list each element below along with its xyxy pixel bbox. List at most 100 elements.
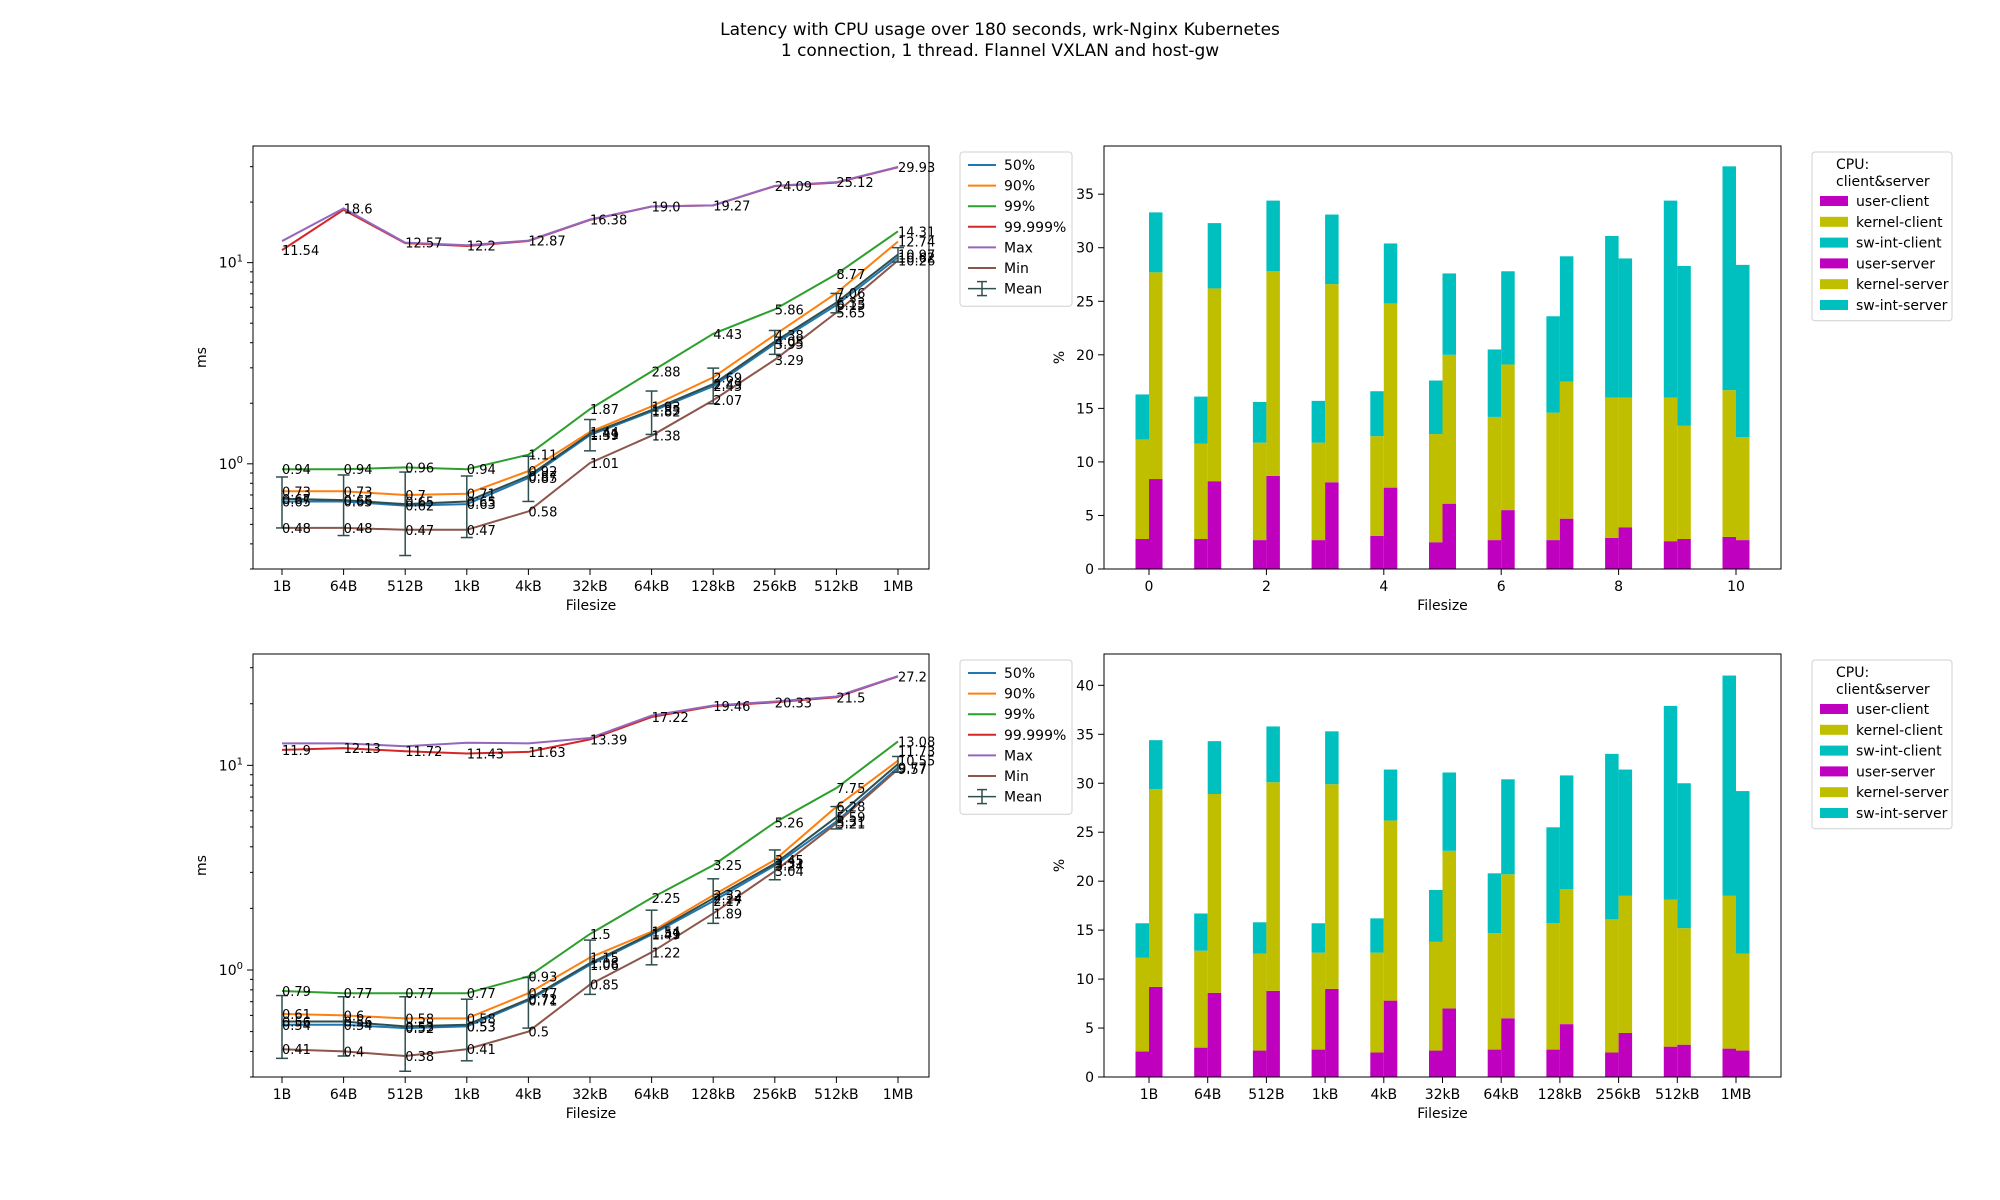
bar-sw-int-client (1605, 235, 1619, 398)
data-label: 0.53 (467, 1020, 496, 1035)
bar-kernel-server (1207, 288, 1222, 482)
bar-kernel-client (1722, 390, 1736, 537)
data-label: 2.17 (713, 895, 742, 910)
data-label: 7.75 (836, 782, 865, 797)
bar-kernel-client (1663, 397, 1678, 542)
data-label: 0.58 (528, 505, 557, 520)
x-tick-label: 512kB (814, 1087, 858, 1103)
cpu-panel-top-right: 0 5 10 15 20 25 30 35 0 2 4 6 8 10 Filesize% CPU:client… (1052, 145, 1953, 614)
bar-sw-int-client (1605, 753, 1619, 920)
data-label: 19.46 (713, 700, 750, 715)
data-label: 1.08 (590, 957, 619, 972)
bar-sw-int-client (1546, 827, 1560, 924)
x-tick-label: 512B (387, 579, 423, 595)
legend-box (1811, 659, 1953, 830)
legend-swatch (1820, 808, 1848, 818)
x-tick-label: 4kB (515, 1087, 542, 1103)
y-tick-label: 100 (219, 455, 243, 473)
data-label: 1.87 (590, 403, 619, 418)
data-label: 0.93 (528, 970, 557, 985)
bar-kernel-client (1429, 434, 1443, 543)
bar-user-client (1605, 537, 1619, 569)
bar-user-server (1736, 540, 1750, 569)
x-tick-label: 1kB (453, 579, 480, 595)
data-label: 0.77 (467, 987, 496, 1002)
legend-label: kernel-server (1856, 277, 1949, 293)
data-label: 1.49 (652, 929, 681, 944)
x-tick-label: 512kB (1655, 1087, 1699, 1103)
bar-kernel-client (1311, 952, 1326, 1050)
bar-sw-int-server (1149, 212, 1163, 273)
data-label: 5.26 (775, 816, 804, 831)
bar-user-client (1311, 540, 1326, 569)
legend: CPU:client&server user-client kernel-clien… (1811, 151, 1953, 322)
x-axis-label: Filesize (566, 598, 617, 614)
data-label: 0.73 (282, 485, 311, 500)
bar-kernel-server (1677, 928, 1691, 1045)
x-tick-label: 64kB (634, 579, 670, 595)
bar-user-server (1207, 992, 1222, 1077)
data-label: 0.52 (405, 1022, 434, 1037)
x-tick-label: 1B (273, 579, 292, 595)
series-line-Max (282, 675, 899, 748)
y-tick-label: 0 (1085, 1070, 1094, 1086)
data-label: 3.04 (775, 865, 804, 880)
data-label: 8.77 (836, 268, 865, 283)
legend-swatch (1820, 258, 1848, 269)
data-label: 0.62 (405, 500, 434, 515)
x-tick-label: 64kB (1483, 1087, 1519, 1103)
data-label: 0.63 (467, 498, 496, 513)
bar-sw-int-client (1194, 913, 1208, 951)
data-label: 0.58 (467, 1012, 496, 1027)
legend-label: 99% (1004, 707, 1035, 723)
data-label: 1.85 (652, 404, 681, 419)
bar-sw-int-client (1663, 705, 1678, 900)
data-label: 3.25 (713, 859, 742, 874)
data-label: 12.87 (528, 235, 565, 250)
data-label: 0.94 (282, 463, 311, 478)
cpu-panel-bottom-right: 0 5 10 15 20 25 30 35 40 1B 64B 512B 1kB 4kB 32kB 64kB 1… (1052, 653, 1953, 1122)
legend-label: Min (1004, 261, 1029, 277)
bar-user-server (1149, 986, 1163, 1077)
x-tick-label: 1kB (1312, 1087, 1339, 1103)
y-tick-label: 30 (1076, 776, 1094, 792)
bar-kernel-server (1736, 953, 1750, 1051)
data-label: 1.39 (590, 429, 619, 444)
bar-kernel-server (1677, 425, 1691, 540)
bar-sw-int-client (1722, 675, 1736, 896)
bar-user-client (1311, 1049, 1326, 1077)
bar-sw-int-client (1370, 391, 1384, 437)
y-tick-label: 0 (1085, 562, 1094, 578)
data-label: 10.26 (898, 254, 935, 269)
legend-label: sw-int-server (1856, 298, 1948, 314)
y-tick-label: 15 (1076, 923, 1094, 939)
data-label: 6.28 (836, 801, 865, 816)
legend-label: 99% (1004, 199, 1035, 215)
bar-sw-int-server (1559, 256, 1574, 382)
data-label: 1.15 (590, 952, 619, 967)
bar-sw-int-server (1266, 726, 1280, 783)
data-label: 0.65 (467, 495, 496, 510)
bar-sw-int-server (1618, 769, 1633, 896)
legend: 50% 90% 99% 99.999% Max Min Mean (959, 151, 1073, 307)
y-axis-label: ms (194, 855, 210, 876)
data-label: 0.77 (405, 987, 434, 1002)
data-label: 10.62 (898, 251, 935, 266)
bar-user-client (1370, 535, 1384, 569)
data-label: 11.54 (282, 244, 319, 259)
x-axis-label: Filesize (566, 1106, 617, 1122)
bar-sw-int-server (1501, 779, 1515, 875)
x-tick-label: 64kB (634, 1087, 670, 1103)
bar-sw-int-client (1135, 923, 1149, 958)
legend-label: kernel-client (1856, 723, 1943, 739)
legend-label: sw-int-client (1856, 744, 1942, 760)
data-label: 1.38 (652, 430, 681, 445)
x-tick-label: 4kB (515, 579, 542, 595)
x-tick-label: 512kB (814, 579, 858, 595)
data-label: 2.25 (652, 892, 681, 907)
bar-kernel-client (1370, 952, 1384, 1053)
data-label: 25.12 (836, 176, 873, 191)
data-label: 1.41 (590, 428, 619, 443)
y-tick-label: 15 (1076, 401, 1094, 417)
data-label: 2.88 (652, 365, 681, 380)
